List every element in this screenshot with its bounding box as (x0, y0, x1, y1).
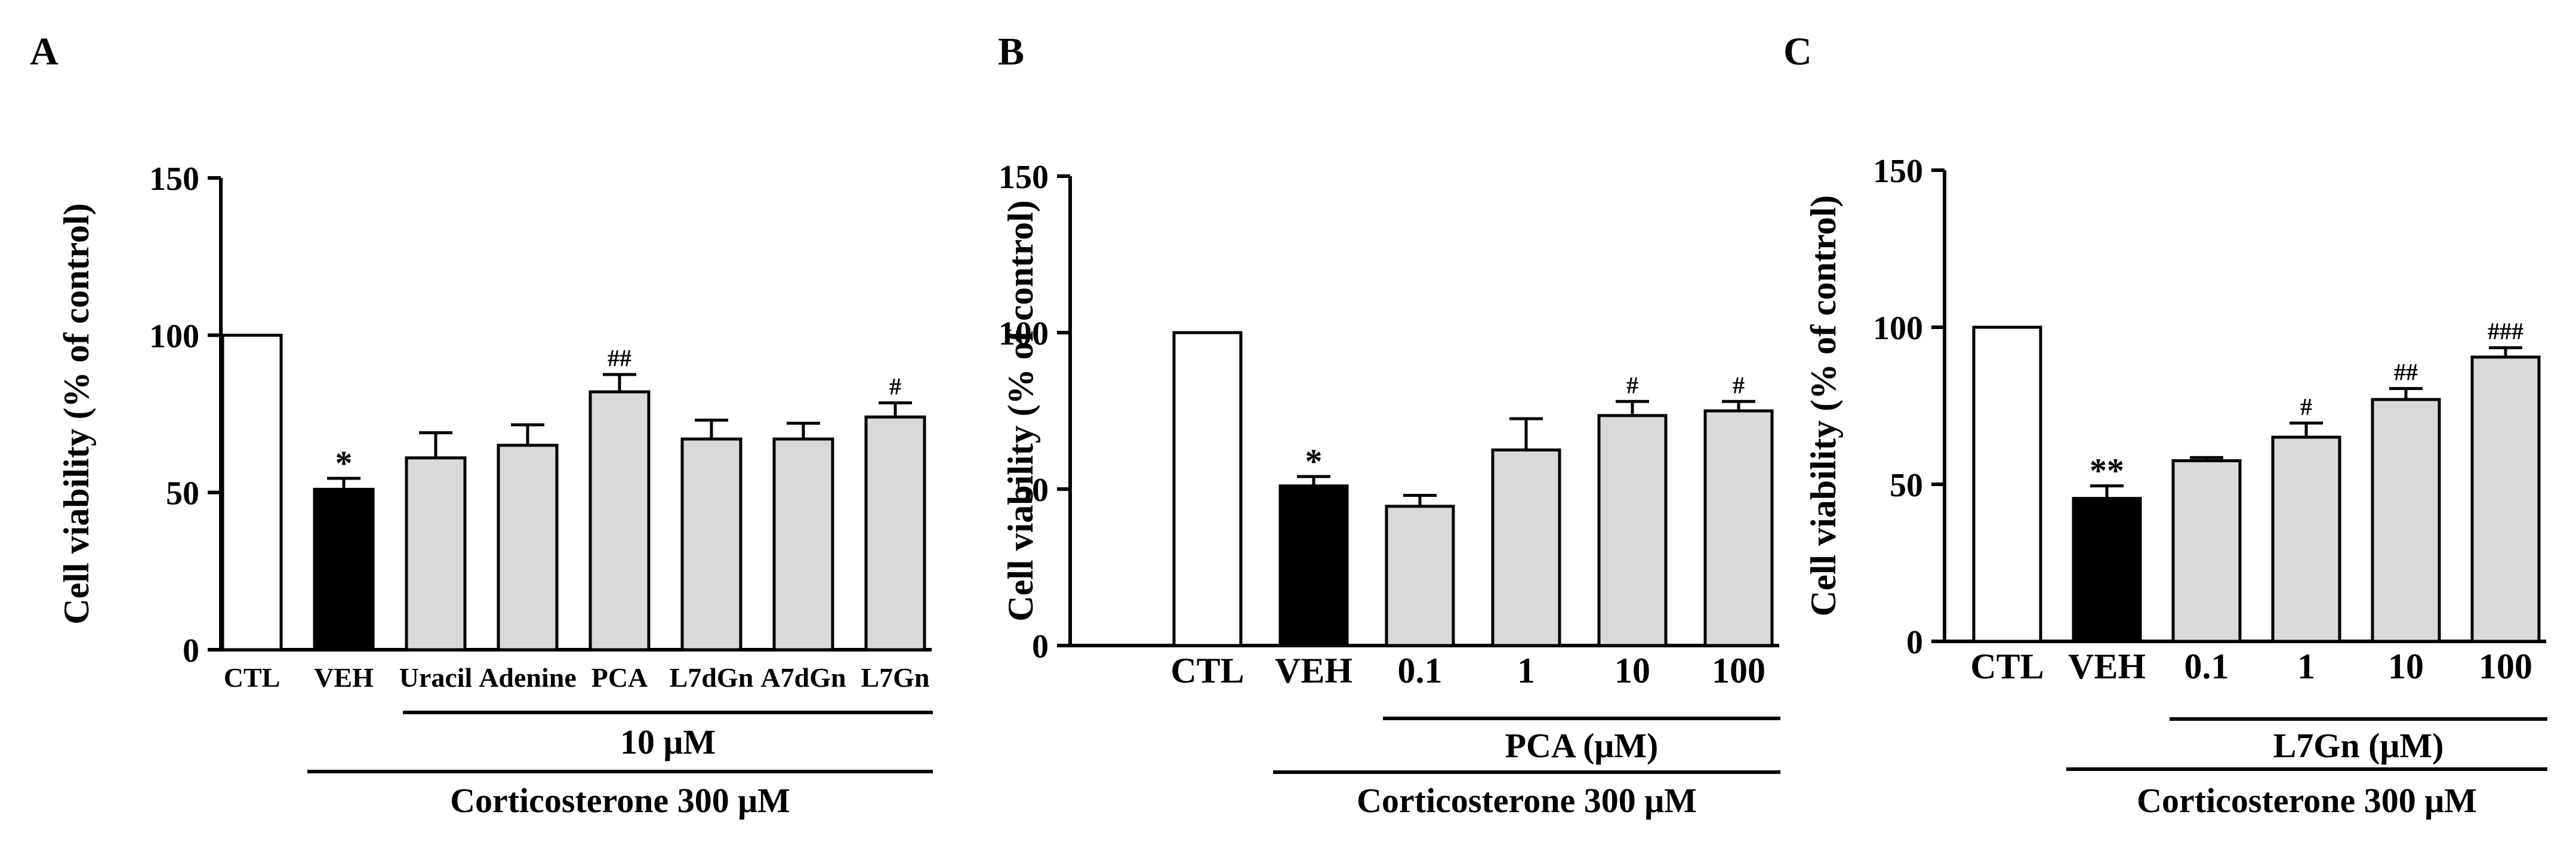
panel-letter: B (998, 30, 1024, 73)
bar-100 (2470, 355, 2541, 643)
y-tick-label: 150 (1873, 153, 1923, 190)
bar-100 (1703, 409, 1774, 647)
bar-0.1 (1385, 505, 1455, 647)
y-tick-label: 50 (166, 475, 199, 512)
y-tick-label: 100 (149, 318, 199, 355)
group-label: L7Gn (μM) (2273, 726, 2444, 765)
y-tick-label: 100 (999, 315, 1049, 352)
y-tick-label: 150 (999, 159, 1049, 196)
significance-mark: # (889, 373, 901, 400)
y-axis-label: Cell viability (% of control) (1804, 195, 1843, 616)
category-label: VEH (314, 662, 374, 693)
group-label: 10 μM (620, 723, 716, 761)
bar-l7gn (864, 415, 926, 652)
y-tick-label: 50 (1015, 472, 1049, 509)
bar-1 (1491, 448, 1561, 647)
bar-10 (2371, 398, 2441, 643)
panel-letter: C (1783, 30, 1812, 73)
category-label: VEH (1275, 651, 1352, 690)
bar-pca (588, 390, 651, 652)
significance-mark: * (1305, 442, 1323, 481)
y-axis-label: Cell viability (% of control) (57, 203, 96, 624)
panel-letter: A (30, 30, 58, 73)
category-label: 0.1 (2184, 647, 2229, 686)
bar-uracil (405, 456, 467, 652)
significance-mark: ## (2394, 359, 2418, 386)
significance-mark: ### (2488, 318, 2523, 345)
category-label: VEH (2068, 647, 2146, 686)
bar-ctl (221, 333, 283, 652)
category-label: PCA (591, 662, 648, 693)
treatment-label: Corticosterone 300 μM (1357, 781, 1697, 820)
category-label: CTL (1170, 651, 1244, 690)
category-label: A7dGn (760, 662, 846, 693)
bar-veh (2072, 497, 2142, 643)
group-label: PCA (μM) (1505, 726, 1659, 765)
treatment-label: Corticosterone 300 μM (450, 781, 790, 820)
significance-mark: ## (608, 345, 631, 371)
bar-adenine (497, 444, 559, 652)
treatment-label: Corticosterone 300 μM (2137, 781, 2477, 820)
y-tick-label: 0 (1032, 628, 1049, 665)
bar-10 (1597, 414, 1668, 647)
category-label: 10 (1614, 651, 1650, 690)
category-label: CTL (1970, 647, 2044, 686)
panel-c: C Cell viability (% of control) 0 50 100 150 C… (1783, 30, 2547, 820)
category-label: 1 (2297, 647, 2315, 686)
y-tick-label: 0 (1906, 624, 1923, 661)
y-axis-label: Cell viability (% of control) (1001, 200, 1040, 621)
y-tick-label: 150 (149, 161, 199, 198)
significance-mark: ** (2090, 451, 2124, 490)
category-label: L7Gn (861, 662, 929, 693)
bar-a7dgn (772, 437, 834, 652)
category-label: 100 (1712, 651, 1765, 690)
category-label: 0.1 (1398, 651, 1443, 690)
bar-ctl (1172, 331, 1243, 647)
category-label: 100 (2479, 647, 2532, 686)
bar-0.1 (2171, 459, 2242, 643)
bar-ctl (1972, 325, 2042, 643)
bar-veh (313, 487, 375, 652)
significance-mark: # (2300, 393, 2312, 420)
category-label: Adenine (479, 662, 577, 693)
panel-a: A Cell viability (% of control) 0 50 100 150 C… (30, 30, 933, 820)
category-label: 1 (1517, 651, 1535, 690)
y-tick-label: 0 (183, 632, 199, 669)
significance-mark: # (1626, 371, 1638, 398)
y-tick-label: 100 (1873, 310, 1923, 347)
bar-veh (1278, 484, 1349, 647)
y-tick-label: 50 (1890, 467, 1923, 504)
significance-mark: # (1733, 371, 1745, 398)
bar-1 (2271, 435, 2341, 643)
category-label: 10 (2388, 647, 2424, 686)
significance-mark: * (335, 444, 353, 483)
bar-l7dgn (680, 437, 742, 652)
category-label: L7dGn (670, 662, 754, 693)
category-label: Uracil (399, 662, 473, 693)
panel-b: B Cell viability (% of control) 0 50 100 150 C… (998, 30, 1780, 820)
category-label: CTL (224, 662, 281, 693)
